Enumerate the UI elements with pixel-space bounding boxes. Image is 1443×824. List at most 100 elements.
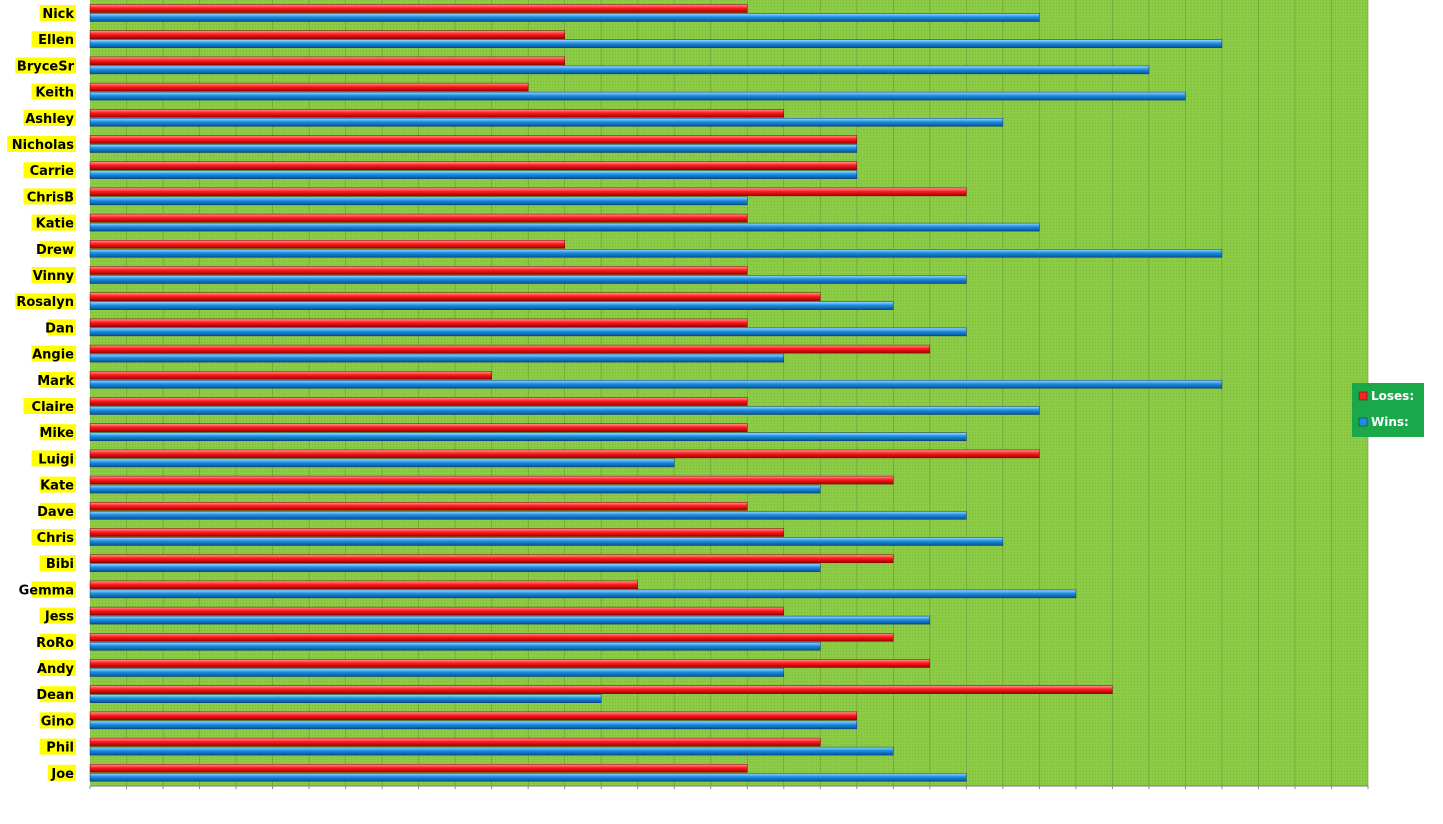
category-label-mark: Mark — [37, 374, 74, 389]
bar-wins-dan — [89, 327, 967, 337]
category-label-angie: Angie — [32, 348, 74, 363]
bar-loses-brycesr — [89, 56, 565, 66]
category-label-bg — [39, 476, 76, 493]
category-label-bg — [31, 214, 76, 231]
bar-loses-dean — [89, 685, 1113, 694]
category-label-luigi: Luigi — [38, 452, 74, 467]
bar-wins-chris — [89, 537, 1004, 546]
category-label-jess: Jess — [44, 610, 74, 625]
bar-loses-ellen — [89, 30, 565, 39]
bar-loses-andy — [89, 659, 931, 668]
legend-swatch-loses — [1358, 391, 1368, 401]
bar-loses-angie — [89, 344, 931, 354]
bar-loses-gemma — [89, 580, 638, 590]
legend-swatch-wins — [1358, 417, 1368, 427]
category-label-bg — [31, 450, 76, 467]
category-label-nicholas: Nicholas — [12, 138, 74, 153]
bar-wins-mark — [89, 380, 1223, 389]
category-label-roro: RoRo — [36, 636, 74, 651]
category-label-carrie: Carrie — [30, 164, 75, 179]
category-label-bg — [47, 764, 76, 781]
bar-loses-jess — [89, 606, 785, 616]
category-label-bg — [39, 502, 76, 519]
bar-wins-ashley — [89, 118, 1004, 127]
bar-loses-chrisb — [89, 187, 967, 197]
category-label-bg — [47, 319, 76, 336]
category-label-katie: Katie — [36, 217, 75, 232]
category-label-bg — [39, 633, 76, 650]
bars — [89, 4, 1223, 782]
bar-wins-keith — [89, 91, 1186, 101]
category-label-keith: Keith — [35, 86, 74, 101]
plot-area — [90, 0, 1368, 786]
bar-loses-ashley — [89, 109, 785, 118]
category-label-dave: Dave — [37, 505, 74, 520]
category-label-chris: Chris — [37, 531, 75, 546]
category-label-bg — [39, 424, 76, 441]
bar-loses-phil — [89, 737, 821, 747]
category-label-bg — [39, 5, 76, 21]
bar-loses-dave — [89, 502, 748, 511]
bar-wins-mike — [89, 432, 967, 441]
bar-wins-luigi — [89, 458, 675, 468]
bar-wins-andy — [89, 668, 785, 677]
category-label-drew: Drew — [36, 243, 74, 258]
bar-wins-joe — [89, 773, 967, 782]
category-label-bg — [39, 738, 76, 755]
bar-wins-carrie — [89, 170, 858, 179]
category-label-bg — [23, 109, 76, 126]
category-label-bg — [7, 136, 77, 152]
category-label-bg — [39, 712, 76, 729]
legend-label-wins: Wins: — [1371, 415, 1409, 429]
bar-wins-drew — [89, 249, 1223, 258]
bar-wins-jess — [89, 615, 931, 625]
category-label-bg — [23, 188, 76, 205]
category-label-mike: Mike — [39, 426, 74, 441]
category-label-nick: Nick — [42, 7, 74, 22]
bar-loses-claire — [89, 397, 748, 406]
bar-wins-claire — [89, 406, 1040, 415]
category-labels: Nick Ellen BryceSr Keith Ashley Nicholas Carri… — [7, 5, 77, 782]
bar-loses-mike — [89, 423, 748, 432]
gridlines — [126, 0, 1369, 786]
bar-loses-bibi — [89, 554, 894, 563]
bar-wins-dave — [89, 511, 967, 520]
bar-wins-katie — [89, 222, 1040, 232]
category-label-bg — [31, 581, 76, 598]
bar-wins-bibi — [89, 563, 821, 572]
bar-wins-ellen — [89, 39, 1223, 48]
category-label-bg — [39, 607, 76, 624]
category-label-bg — [39, 660, 76, 676]
bar-wins-nicholas — [89, 144, 858, 153]
category-label-bg — [23, 162, 76, 179]
category-label-bg — [15, 57, 77, 74]
category-label-bg — [31, 267, 76, 283]
category-label-claire: Claire — [32, 400, 75, 415]
bar-loses-chris — [89, 528, 785, 537]
bar-wins-vinny — [89, 275, 967, 284]
bar-wins-chrisb — [89, 196, 748, 206]
bar-wins-roro — [89, 642, 821, 651]
bar-wins-dean — [89, 694, 602, 703]
category-label-gemma: Gemma — [19, 583, 74, 598]
category-label-brycesr: BryceSr — [17, 59, 75, 74]
category-label-bg — [39, 371, 76, 388]
category-label-phil: Phil — [46, 741, 74, 756]
category-label-bg — [31, 529, 76, 545]
bar-wins-kate — [89, 484, 821, 494]
bar-loses-drew — [89, 240, 565, 249]
category-label-ellen: Ellen — [38, 33, 74, 48]
bar-loses-luigi — [89, 449, 1040, 459]
category-label-joe: Joe — [50, 767, 74, 782]
bar-loses-mark — [89, 371, 492, 380]
category-label-bg — [23, 398, 76, 414]
category-label-bg — [31, 345, 76, 362]
category-label-bg — [31, 83, 76, 100]
bar-wins-rosalyn — [89, 301, 894, 310]
category-label-kate: Kate — [40, 479, 74, 494]
category-label-bg — [39, 555, 76, 572]
bar-loses-gino — [89, 711, 858, 721]
bar-loses-kate — [89, 475, 894, 485]
category-label-dan: Dan — [45, 321, 74, 336]
